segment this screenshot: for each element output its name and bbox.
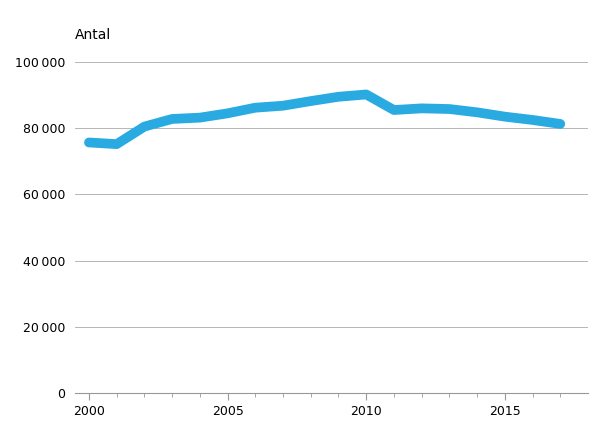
Text: Antal: Antal bbox=[75, 28, 112, 42]
